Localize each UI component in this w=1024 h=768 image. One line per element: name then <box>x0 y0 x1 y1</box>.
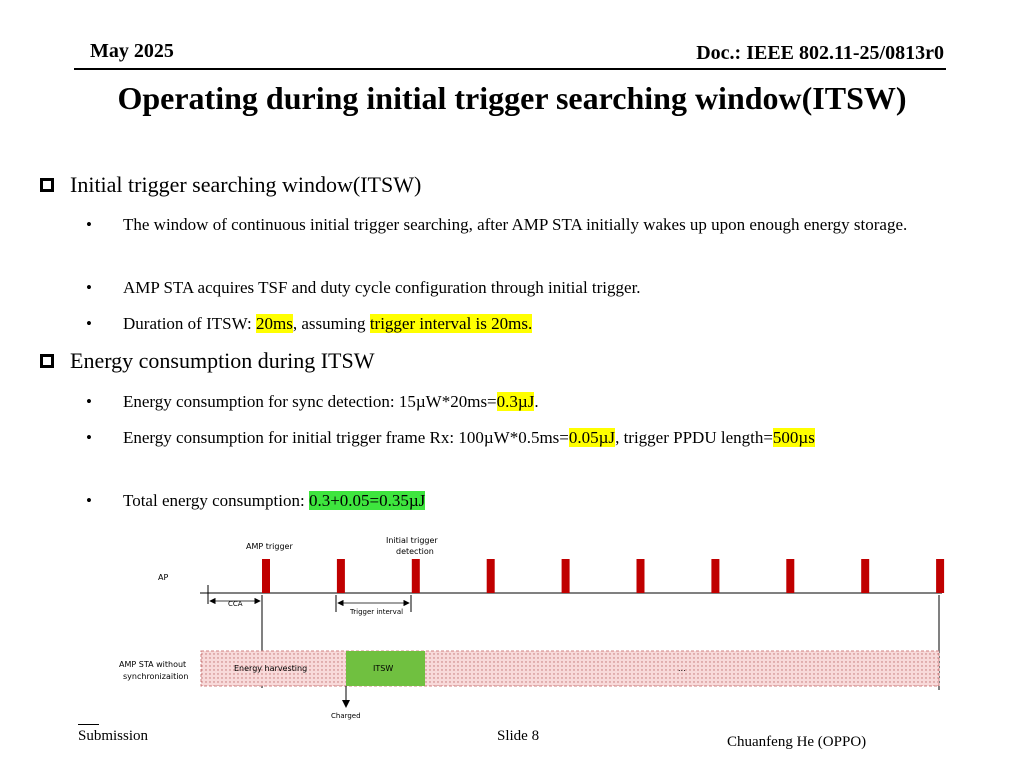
bullet-text-segment: , trigger PPDU length= <box>615 428 773 447</box>
trigger-pulse <box>636 559 645 593</box>
highlighted-text: 500µs <box>772 428 815 447</box>
highlighted-text: 0.3µJ <box>496 392 535 411</box>
bullet-item: • AMP STA acquires TSF and duty cycle co… <box>86 274 990 301</box>
bullet-text-segment: AMP STA acquires TSF and duty cycle conf… <box>123 278 641 297</box>
amp-trigger-label: AMP trigger <box>246 542 293 551</box>
ellipsis-label: ... <box>678 664 686 673</box>
bullet-text-segment: . <box>534 392 539 411</box>
bullet-dot-icon: • <box>86 491 92 510</box>
trigger-pulse <box>561 559 570 593</box>
bullet-dot-icon: • <box>86 428 92 447</box>
trigger-pulse <box>786 559 795 593</box>
section-itsw-heading: Initial trigger searching window(ITSW) <box>40 172 421 198</box>
footer-rule <box>78 724 99 725</box>
highlighted-text: trigger interval is 20ms. <box>369 314 533 333</box>
bullet-text-segment: Energy consumption for sync detection: 1… <box>123 392 497 411</box>
energy-harvesting-bar <box>200 650 940 687</box>
charged-label: Charged <box>331 712 361 720</box>
bullet-text: AMP STA acquires TSF and duty cycle conf… <box>123 274 990 301</box>
itsw-timing-diagram: AP AMP trigger Initial trigger detection… <box>119 536 945 720</box>
footer-author: Chuanfeng He (OPPO) <box>727 734 867 750</box>
bullet-item: • Total energy consumption: 0.3+0.05=0.3… <box>86 487 990 514</box>
bullet-item: • Energy consumption for sync detection:… <box>86 388 990 415</box>
highlighted-text: 20ms <box>255 314 293 333</box>
trigger-pulse <box>861 559 870 593</box>
bullet-item: • Energy consumption for initial trigger… <box>86 424 990 451</box>
trigger-pulse <box>336 559 345 593</box>
bullet-dot-icon: • <box>86 392 92 411</box>
bullet-text-segment: The window of continuous initial trigger… <box>123 215 908 234</box>
ap-label: AP <box>158 573 168 582</box>
sta-label-line2: synchronizaition <box>123 672 188 681</box>
square-bullet-icon <box>40 354 54 368</box>
bullet-text: Duration of ITSW: 20ms, assuming trigger… <box>123 310 990 337</box>
trigger-pulse <box>262 559 270 593</box>
bullet-item: • Duration of ITSW: 20ms, assuming trigg… <box>86 310 990 337</box>
section-energy-heading: Energy consumption during ITSW <box>40 348 375 374</box>
bullet-text: The window of continuous initial trigger… <box>123 211 990 238</box>
bullet-dot-icon: • <box>86 314 92 333</box>
bullet-text-segment: Energy consumption for initial trigger f… <box>123 428 569 447</box>
sta-label-line1: AMP STA without <box>119 660 186 669</box>
section-heading-text: Energy consumption during ITSW <box>70 348 375 373</box>
trigger-pulses <box>262 559 945 593</box>
bullet-item: • The window of continuous initial trigg… <box>86 211 990 238</box>
trigger-pulse <box>936 559 945 593</box>
bullet-text: Total energy consumption: 0.3+0.05=0.35µ… <box>123 487 990 514</box>
trigger-pulse <box>486 559 495 593</box>
bullet-text: Energy consumption for sync detection: 1… <box>123 388 990 415</box>
itsw-label: ITSW <box>373 664 393 673</box>
energy-harvesting-label: Energy harvesting <box>234 664 307 673</box>
bullet-text: Energy consumption for initial trigger f… <box>123 424 990 451</box>
initial-trigger-label-line2: detection <box>396 547 434 556</box>
slide-title: Operating during initial trigger searchi… <box>117 80 907 116</box>
bullet-dot-icon: • <box>86 215 92 234</box>
bullet-dot-icon: • <box>86 278 92 297</box>
square-bullet-icon <box>40 178 54 192</box>
trigger-interval-label: Trigger interval <box>349 608 403 616</box>
itsw-block <box>346 651 425 686</box>
highlighted-text: 0.3+0.05=0.35µJ <box>308 491 426 510</box>
cca-label: CCA <box>228 600 243 608</box>
trigger-pulse <box>411 559 420 593</box>
bullet-text-segment: Duration of ITSW: <box>123 314 256 333</box>
bullet-text-segment: Total energy consumption: <box>123 491 309 510</box>
initial-trigger-label-line1: Initial trigger <box>386 536 438 545</box>
header-date: May 2025 <box>90 40 174 62</box>
section-heading-text: Initial trigger searching window(ITSW) <box>70 172 422 197</box>
bullet-text-segment: , assuming <box>292 314 370 333</box>
header-divider <box>74 68 946 70</box>
header-doc-id: Doc.: IEEE 802.11-25/0813r0 <box>696 42 944 64</box>
trigger-pulse <box>711 559 720 593</box>
highlighted-text: 0.05µJ <box>568 428 616 447</box>
footer-slide-number: Slide 8 <box>497 728 540 744</box>
footer-submission: Submission <box>78 728 149 744</box>
